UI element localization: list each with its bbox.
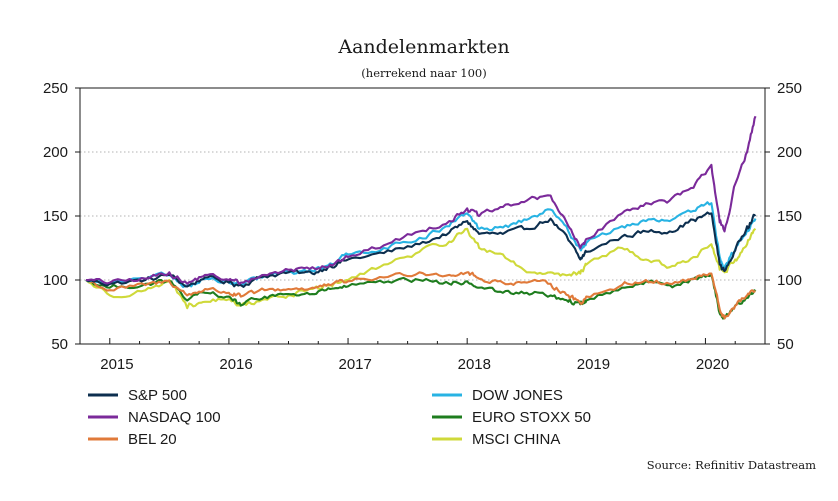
grid — [80, 151, 765, 281]
ytick-label-right: 100 — [777, 272, 802, 289]
xtick-label-2016: 2016 — [219, 356, 252, 373]
xtick-label-2018: 2018 — [458, 356, 491, 373]
ytick-label-right: 200 — [777, 144, 802, 161]
xtick-label-2017: 2017 — [339, 356, 372, 373]
legend-label: MSCI CHINA — [472, 431, 560, 448]
series-line-s-p-500 — [85, 211, 757, 288]
legend: S&P 500 NASDAQ 100 BEL 20 DOW JONES EURO STO… — [88, 387, 591, 448]
ytick-label-left: 250 — [43, 80, 68, 97]
chart-subtitle: (herrekend naar 100) — [361, 66, 486, 80]
ytick-label-right: 150 — [777, 208, 802, 225]
series-group — [85, 115, 757, 320]
xtick-label-2019: 2019 — [577, 356, 610, 373]
x-axis: 2015 2016 2017 2018 2019 2020 — [79, 338, 766, 373]
y-axis-left: 50 100 150 200 250 — [43, 80, 80, 353]
legend-label: EURO STOXX 50 — [472, 409, 591, 426]
legend-label: NASDAQ 100 — [128, 409, 221, 426]
legend-label: DOW JONES — [472, 387, 563, 404]
ytick-label-right: 50 — [777, 336, 794, 353]
ytick-label-left: 200 — [43, 144, 68, 161]
chart-title: Aandelenmarkten — [337, 36, 509, 58]
y-axis-right: 50 100 150 200 250 — [765, 80, 802, 353]
source-note: Source: Refinitiv Datastream — [647, 458, 816, 472]
ytick-label-left: 150 — [43, 208, 68, 225]
legend-label: BEL 20 — [128, 431, 177, 448]
plot-frame — [79, 87, 766, 345]
ytick-label-left: 100 — [43, 272, 68, 289]
ytick-label-right: 250 — [777, 80, 802, 97]
ytick-label-left: 50 — [51, 336, 68, 353]
legend-label: S&P 500 — [128, 387, 187, 404]
series-line-msci-china — [85, 227, 757, 310]
series-line-nasdaq-100 — [85, 115, 757, 285]
series-line-dow-jones — [85, 201, 757, 289]
xtick-label-2020: 2020 — [696, 356, 729, 373]
xtick-label-2015: 2015 — [100, 356, 133, 373]
series-line-bel-20 — [85, 271, 756, 320]
